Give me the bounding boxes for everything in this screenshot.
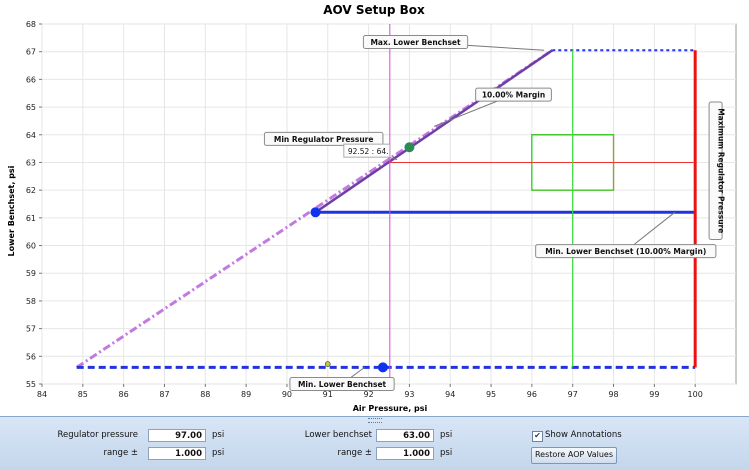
- x-tick-label: 91: [323, 390, 333, 399]
- lower-range-label: range ±: [337, 448, 372, 458]
- settings-panel: Regulator pressure 97.00 psi range ± 1.0…: [0, 416, 749, 470]
- y-axis-label: Lower Benchset, psi: [7, 165, 16, 256]
- annotation-box: [263, 131, 384, 146]
- y-tick-label: 63: [26, 158, 36, 167]
- regulator-pressure-unit: psi: [212, 430, 225, 440]
- regulator-range-unit: psi: [212, 448, 225, 458]
- y-tick-label: 65: [26, 103, 36, 112]
- y-tick-label: 55: [26, 380, 36, 389]
- annotation-label: 10.00% Margin: [482, 91, 545, 100]
- x-tick-label: 95: [486, 390, 496, 399]
- aov-setup-chart: AOV Setup Box 84 85 86 87 88 89 90 91 92 93 94 95 96…: [7, 3, 737, 413]
- x-tick-label: 86: [119, 390, 129, 399]
- x-tick-label: 97: [568, 390, 578, 399]
- y-tick-label: 66: [26, 75, 36, 84]
- marker-m4: [324, 361, 331, 367]
- x-tick-label: 100: [688, 390, 703, 399]
- y-tick-label: 62: [26, 186, 36, 195]
- y-tick-label: 56: [26, 352, 36, 361]
- y-tick-label: 58: [26, 297, 36, 306]
- y-tick-label: 57: [26, 325, 36, 334]
- x-tick-label: 92: [363, 390, 373, 399]
- regulator-pressure-label: Regulator pressure: [57, 430, 138, 440]
- marker-m3: [377, 362, 388, 373]
- lower-benchset-label: Lower benchset: [304, 430, 372, 440]
- y-tick-label: 67: [26, 48, 36, 57]
- x-tick-label: 85: [78, 390, 88, 399]
- plot-frame: [41, 23, 737, 385]
- lower-range-input[interactable]: 1.000: [376, 447, 434, 460]
- annotation-box: [362, 35, 469, 49]
- marker-m2: [404, 142, 415, 153]
- cursor-readout: 92.52 : 64.: [348, 147, 389, 156]
- marker-m1: [310, 207, 321, 218]
- x-tick-label: 90: [282, 390, 292, 399]
- x-tick-label: 99: [649, 390, 659, 399]
- annotation-box: [289, 377, 395, 391]
- series-max-lower: [314, 49, 553, 214]
- y-tick-label: 64: [26, 131, 36, 140]
- regulator-range-input[interactable]: 1.000: [148, 447, 206, 460]
- y-tick-label: 60: [26, 242, 36, 251]
- x-tick-label: 87: [159, 390, 169, 399]
- y-tick-label: 68: [26, 20, 36, 29]
- restore-aop-values-button[interactable]: Restore AOP Values: [531, 447, 617, 464]
- show-annotations-checkbox[interactable]: ✔: [532, 431, 543, 442]
- lower-benchset-input[interactable]: 63.00: [376, 429, 434, 442]
- x-tick-label: 84: [37, 390, 47, 399]
- annotation-box: [475, 87, 552, 102]
- x-tick-label: 98: [608, 390, 618, 399]
- cursor-readout-box: [343, 143, 391, 158]
- annotation-label: Min Regulator Pressure: [274, 135, 374, 144]
- annotation-label: Min. Lower Benchset: [298, 380, 387, 389]
- lower-range-unit: psi: [440, 448, 453, 458]
- x-tick-label: 89: [241, 390, 251, 399]
- panel-resize-grip[interactable]: [368, 418, 382, 423]
- regulator-range-label: range ±: [103, 448, 138, 458]
- x-tick-label: 93: [404, 390, 414, 399]
- x-axis-label: Air Pressure, psi: [353, 404, 428, 413]
- lower-benchset-unit: psi: [440, 430, 453, 440]
- x-tick-label: 88: [200, 390, 210, 399]
- annotation-label: Min. Lower Benchset (10.00% Margin): [545, 247, 706, 256]
- annotation-box: [535, 244, 717, 259]
- x-tick-label: 96: [527, 390, 537, 399]
- y-tick-label: 61: [26, 214, 36, 223]
- annotation-box: [708, 101, 723, 241]
- annotation-label: Max. Lower Benchset: [370, 38, 461, 47]
- y-tick-label: 59: [26, 269, 36, 278]
- regulator-pressure-input[interactable]: 97.00: [148, 429, 206, 442]
- x-tick-label: 94: [445, 390, 455, 399]
- chart-title: AOV Setup Box: [323, 3, 425, 17]
- annotation-label: Maximum Regulator Pressure: [717, 108, 726, 233]
- show-annotations-label: Show Annotations: [545, 430, 622, 440]
